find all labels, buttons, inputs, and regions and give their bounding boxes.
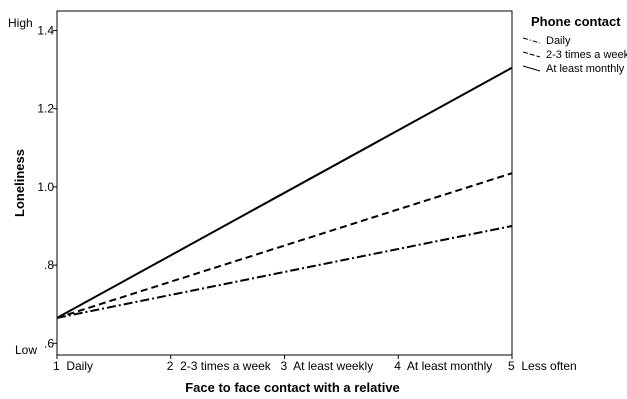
- y-axis-title: Loneliness: [12, 149, 27, 217]
- legend-swatch: [522, 65, 541, 72]
- legend-title: Phone contact: [531, 14, 621, 29]
- series-lines: [56, 66, 513, 319]
- series-line-2-3-times-a-week: [56, 172, 513, 319]
- y-tick-label: .6: [44, 336, 54, 350]
- legend-label: 2-3 times a week: [546, 49, 627, 61]
- y-tick-label: 1.4: [37, 24, 54, 38]
- x-tick-label: 4 At least monthly: [394, 359, 492, 373]
- x-axis-ticks: 1 Daily 2 2-3 times a week 3 At least week…: [53, 355, 577, 373]
- y-axis-low-label: Low: [15, 343, 37, 357]
- y-axis-high-label: High: [8, 16, 33, 30]
- series-line-daily: [56, 225, 513, 319]
- legend-items: Daily 2-3 times a week At least monthly: [522, 35, 627, 75]
- x-tick-label: 5 Less often: [508, 359, 577, 373]
- x-tick-label: 1 Daily: [53, 359, 93, 373]
- y-tick-label: .8: [44, 258, 54, 272]
- y-tick-label: 1.2: [37, 102, 54, 116]
- legend-swatch: [522, 51, 541, 58]
- x-tick-label: 3 At least weekly: [281, 359, 374, 373]
- x-tick-label: 2 2-3 times a week: [167, 359, 272, 373]
- legend: Phone contact Daily 2-3 times a week At le…: [522, 14, 627, 75]
- y-tick-label: 1.0: [37, 180, 54, 194]
- y-axis-ticks: .6 .8 1.0 1.2 1.4: [37, 24, 57, 350]
- x-axis-title: Face to face contact with a relative: [185, 380, 400, 395]
- legend-swatch: [522, 37, 541, 44]
- legend-label: Daily: [546, 35, 571, 47]
- legend-label: At least monthly: [546, 63, 625, 75]
- series-line-at-least-monthly: [56, 66, 513, 319]
